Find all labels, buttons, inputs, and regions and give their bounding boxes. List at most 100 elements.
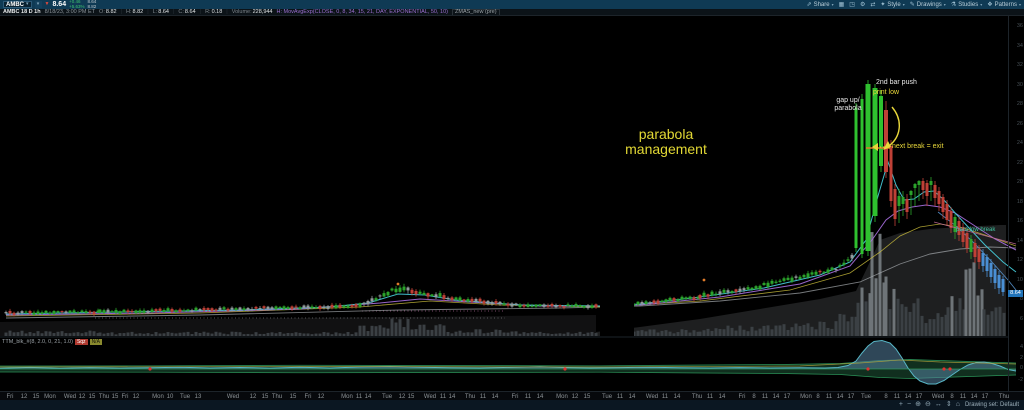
home-icon[interactable]: ⌂ (955, 401, 960, 408)
patterns-button[interactable]: ❖ Patterns ▾ (987, 2, 1021, 8)
settings-button[interactable]: ⚙ (860, 2, 865, 8)
grid-button[interactable]: ▦ (839, 2, 845, 8)
symbol-input[interactable]: AMBC ▾ (3, 1, 32, 8)
time-label: 14 (673, 393, 681, 400)
time-label: Fri (6, 393, 14, 400)
drawings-button[interactable]: ✎ Drawings ▾ (910, 2, 946, 8)
annotation-print-low[interactable]: print low (873, 89, 900, 96)
price-tick: 14 (1016, 238, 1023, 244)
price-tick: 20 (1016, 179, 1023, 185)
time-label: 14 (536, 393, 544, 400)
share-button[interactable]: ⇗ Share ▾ (807, 2, 834, 8)
price-tick: 34 (1016, 43, 1023, 49)
zoom-controls: + − ⊕ ⊖ ↔ ⇕ ⌂ (899, 401, 960, 409)
annotation-parabola-management[interactable]: parabola management (625, 126, 707, 158)
price-tick: 6 (1019, 316, 1023, 322)
field-value: 8.64 (158, 9, 169, 15)
time-label: 11 (893, 393, 901, 400)
drawing-set-label[interactable]: Drawing set: Default (964, 402, 1019, 408)
price-axis[interactable]: 36 34 32 30 28 26 24 22 20 18 16 14 12 10 8 6 4 2 0 -2 (1008, 16, 1024, 391)
bar-datetime: 8/18/23, 3:00 PM ET (44, 9, 96, 15)
study-label-movavgexp[interactable]: H: MovAvgExp(CLOSE, 0, 8, 34, 15, 21, DA… (276, 9, 449, 15)
bid-price: 8.64 (87, 0, 97, 4)
time-label: Tue (179, 393, 191, 400)
net-change: +0.46 (69, 0, 81, 4)
time-label: 8 (884, 393, 888, 400)
time-label: Wed (645, 393, 659, 400)
price-tick: 30 (1016, 82, 1023, 88)
time-label: 15 (289, 393, 297, 400)
time-label: 14 (448, 393, 456, 400)
time-label: 14 (772, 393, 780, 400)
bid-ask-stack: 8.64 8.82 (87, 0, 96, 9)
field-value: 8.82 (132, 9, 144, 15)
annotation-gap-up-parabola[interactable]: gap up/ parabola (834, 97, 862, 112)
time-label: 8 (752, 393, 756, 400)
popout-button[interactable]: ◳ (849, 2, 855, 8)
field-c: C: 8.64 (178, 9, 195, 15)
time-label: Tue (860, 393, 872, 400)
price-change-stack: +0.46 +5.63% (69, 0, 84, 9)
zoom-out-icon[interactable]: ⊖ (924, 401, 931, 408)
annotation-next-break-exit[interactable]: next break = exit (892, 143, 944, 150)
popout-icon: ◳ (849, 1, 855, 8)
price-tick: 24 (1016, 140, 1023, 146)
time-label: 17 (847, 393, 855, 400)
na-badge: N/A (89, 339, 102, 345)
style-button[interactable]: ✦ Style ▾ (880, 2, 904, 8)
time-label: Thu (998, 393, 1010, 400)
time-label: 14 (970, 393, 978, 400)
time-label: Wed (423, 393, 437, 400)
studies-button[interactable]: ⚗ Studies ▾ (951, 2, 982, 8)
time-label: 15 (407, 393, 415, 400)
field-label: Volume: (231, 9, 252, 15)
lower-study-label[interactable]: TTM_blk_#(8, 2.0, 0, 21, 1.0) Sqz N/A (2, 339, 102, 345)
crosshair-icon[interactable]: + (898, 401, 904, 408)
time-label: 11 (524, 393, 532, 400)
time-axis[interactable]: Fri 12 15 Mon Wed 12 15 Thu 15 Fri 12 Mon 10 Tue 13 Wed… (0, 391, 1024, 401)
price-tick: 22 (1016, 160, 1023, 166)
price-tick: 8 (1019, 296, 1023, 302)
pan-vertical-icon[interactable]: ⇕ (945, 401, 952, 408)
chart-info-bar: AMBC 18 D 1h 8/18/23, 3:00 PM ET O: 8.82 |… (0, 9, 1024, 16)
minus-icon[interactable]: − (907, 401, 912, 408)
time-label: 14 (491, 393, 499, 400)
time-label: Wed (931, 393, 945, 400)
link-icon: ⇄ (870, 1, 876, 8)
time-label: Tue (601, 393, 613, 400)
time-label: 12 (571, 393, 579, 400)
price-tick: 16 (1016, 218, 1023, 224)
time-label: 15 (583, 393, 591, 400)
field-label: H: (126, 9, 132, 15)
annotation-para-low-break[interactable]: para low break (956, 227, 996, 233)
zoom-in-icon[interactable]: ⊕ (915, 401, 921, 408)
time-label: Fri (511, 393, 519, 400)
time-label: Wed (63, 393, 77, 400)
time-label: Thu (691, 393, 703, 400)
chevron-down-icon: ▾ (980, 2, 983, 7)
price-tick: 18 (1016, 199, 1023, 205)
price-down-arrow-icon: ▼ (44, 1, 50, 7)
time-label: 15 (111, 393, 119, 400)
annotation-2nd-bar-push[interactable]: 2nd bar push (876, 79, 917, 86)
study-label-zmas[interactable]: ZMAS_new (pre) (452, 9, 500, 15)
studies-button-label: Studies (958, 1, 979, 8)
link-button[interactable]: ⇄ (870, 2, 875, 8)
price-tick: 0 (1019, 365, 1023, 371)
field-r: R: 0.18 (205, 9, 222, 15)
pan-horizontal-icon[interactable]: ↔ (934, 401, 942, 408)
time-label: 15 (261, 393, 269, 400)
separator: | (199, 9, 202, 15)
time-label: 12 (20, 393, 28, 400)
time-label: 17 (981, 393, 989, 400)
time-label: 10 (166, 393, 174, 400)
symbol-dropdown-button[interactable]: ▾ (34, 1, 42, 8)
separator: | (147, 9, 149, 15)
time-label: 11 (959, 393, 967, 400)
percent-change: +5.63% (69, 3, 85, 9)
drawings-button-label: Drawings (916, 1, 942, 8)
time-label: 11 (616, 393, 624, 400)
time-label: Fri (738, 393, 746, 400)
top-toolbar: AMBC ▾ ▾ ▼ 8.64 +0.46 +5.63% 8.64 8.82 ⇗… (0, 0, 1024, 9)
